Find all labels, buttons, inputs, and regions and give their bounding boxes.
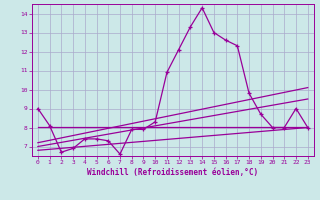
- X-axis label: Windchill (Refroidissement éolien,°C): Windchill (Refroidissement éolien,°C): [87, 168, 258, 177]
